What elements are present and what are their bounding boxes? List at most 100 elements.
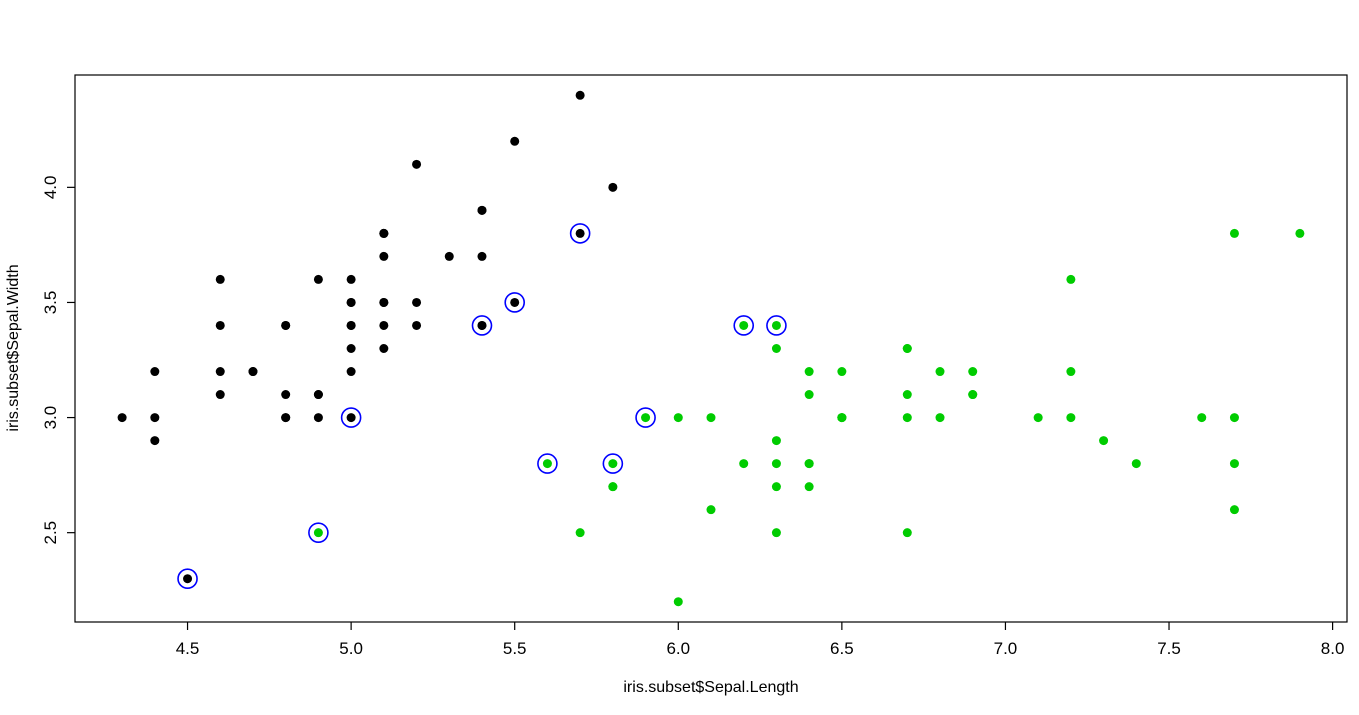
data-point-virginica [902,528,912,538]
data-point-virginica [1066,367,1076,377]
support-vector-ring [537,453,558,474]
data-point-virginica [1066,274,1076,284]
y-tick-label: 3.5 [41,291,60,315]
x-tick-label: 7.5 [1157,639,1181,658]
data-point-setosa [150,436,160,446]
data-point-setosa [412,297,422,307]
data-point-setosa [215,390,225,400]
data-point-setosa [510,136,520,146]
support-vector-ring [471,315,493,336]
data-point-virginica [608,482,618,492]
data-point-setosa [346,344,356,353]
data-point-setosa [379,344,389,353]
data-point-setosa [150,367,160,377]
data-point-virginica [673,597,683,607]
data-point-virginica [804,459,814,469]
y-axis-title: iris.subset$Sepal.Width [5,264,22,431]
data-point-setosa [215,320,225,330]
data-point-setosa [575,228,585,238]
data-point-setosa [346,367,356,377]
support-vector-ring [602,453,624,474]
data-point-setosa [215,367,225,377]
data-point-virginica [771,528,781,538]
x-tick-label: 5.5 [503,639,527,658]
data-point-virginica [1229,413,1239,423]
data-point-setosa [346,297,356,307]
data-point-setosa [183,574,193,584]
data-point-virginica [1229,505,1239,515]
data-point-virginica [1197,413,1207,423]
data-point-virginica [771,482,781,492]
data-point-virginica [739,320,749,330]
x-tick-label: 8.0 [1321,639,1345,658]
data-point-setosa [346,320,356,330]
data-point-setosa [215,274,225,284]
data-point-virginica [575,528,585,538]
data-point-virginica [1131,459,1141,469]
support-vector-ring [504,292,526,313]
data-point-virginica [837,413,847,423]
support-vector-ring [569,223,591,244]
data-point-setosa [313,413,323,423]
support-vector-ring [340,407,362,428]
data-point-setosa [379,251,389,261]
data-point-virginica [804,390,814,400]
support-vector-ring [308,522,329,543]
data-point-virginica [1033,413,1043,423]
data-points [117,90,1305,607]
data-point-setosa [281,390,291,400]
x-tick-label: 4.5 [176,639,200,658]
data-point-setosa [281,320,291,330]
data-point-virginica [1229,228,1239,238]
data-point-setosa [412,159,422,169]
data-point-setosa [477,320,487,330]
data-point-setosa [150,413,160,423]
support-vector-ring [766,315,787,336]
x-tick-label: 7.0 [994,639,1018,658]
x-tick-label: 5.0 [339,639,363,658]
data-point-setosa [379,228,389,238]
data-point-setosa [608,182,618,192]
data-point-virginica [968,390,978,400]
data-point-virginica [608,459,618,469]
data-point-setosa [412,320,422,330]
x-tick-label: 6.5 [830,639,854,658]
data-point-virginica [313,528,323,538]
data-point-setosa [248,367,258,377]
data-point-virginica [1295,228,1305,238]
data-point-virginica [1099,436,1109,446]
x-tick-label: 6.0 [666,639,690,658]
data-point-setosa [313,274,323,284]
data-point-virginica [641,413,651,423]
x-axis-title: iris.subset$Sepal.Length [623,679,798,696]
data-point-setosa [281,413,291,423]
axis-ticks: 4.5 5.0 5.5 6.0 6.5 7.0 7.5 8.0 2.5 3.0 3.5 4.0 [41,176,1344,658]
y-tick-label: 2.5 [41,521,60,545]
data-point-setosa [444,251,454,261]
data-point-virginica [739,459,749,469]
data-point-virginica [902,413,912,423]
data-point-setosa [346,274,356,284]
data-point-setosa [379,320,389,330]
data-point-virginica [902,390,912,400]
data-point-virginica [804,367,814,377]
support-vector-ring [733,315,755,336]
data-point-setosa [477,251,487,261]
support-vector-ring [635,407,656,428]
data-point-setosa [477,205,487,215]
y-tick-label: 3.0 [41,406,60,430]
data-point-virginica [771,320,781,330]
support-vector-ring [177,568,198,590]
data-point-virginica [1066,413,1076,423]
data-point-setosa [575,90,585,100]
data-point-virginica [771,344,781,353]
data-point-virginica [902,344,912,353]
data-point-setosa [346,413,356,423]
data-point-setosa [379,297,389,307]
data-point-virginica [673,413,683,423]
data-point-virginica [968,367,978,377]
data-point-virginica [706,413,716,423]
data-point-setosa [313,390,323,400]
